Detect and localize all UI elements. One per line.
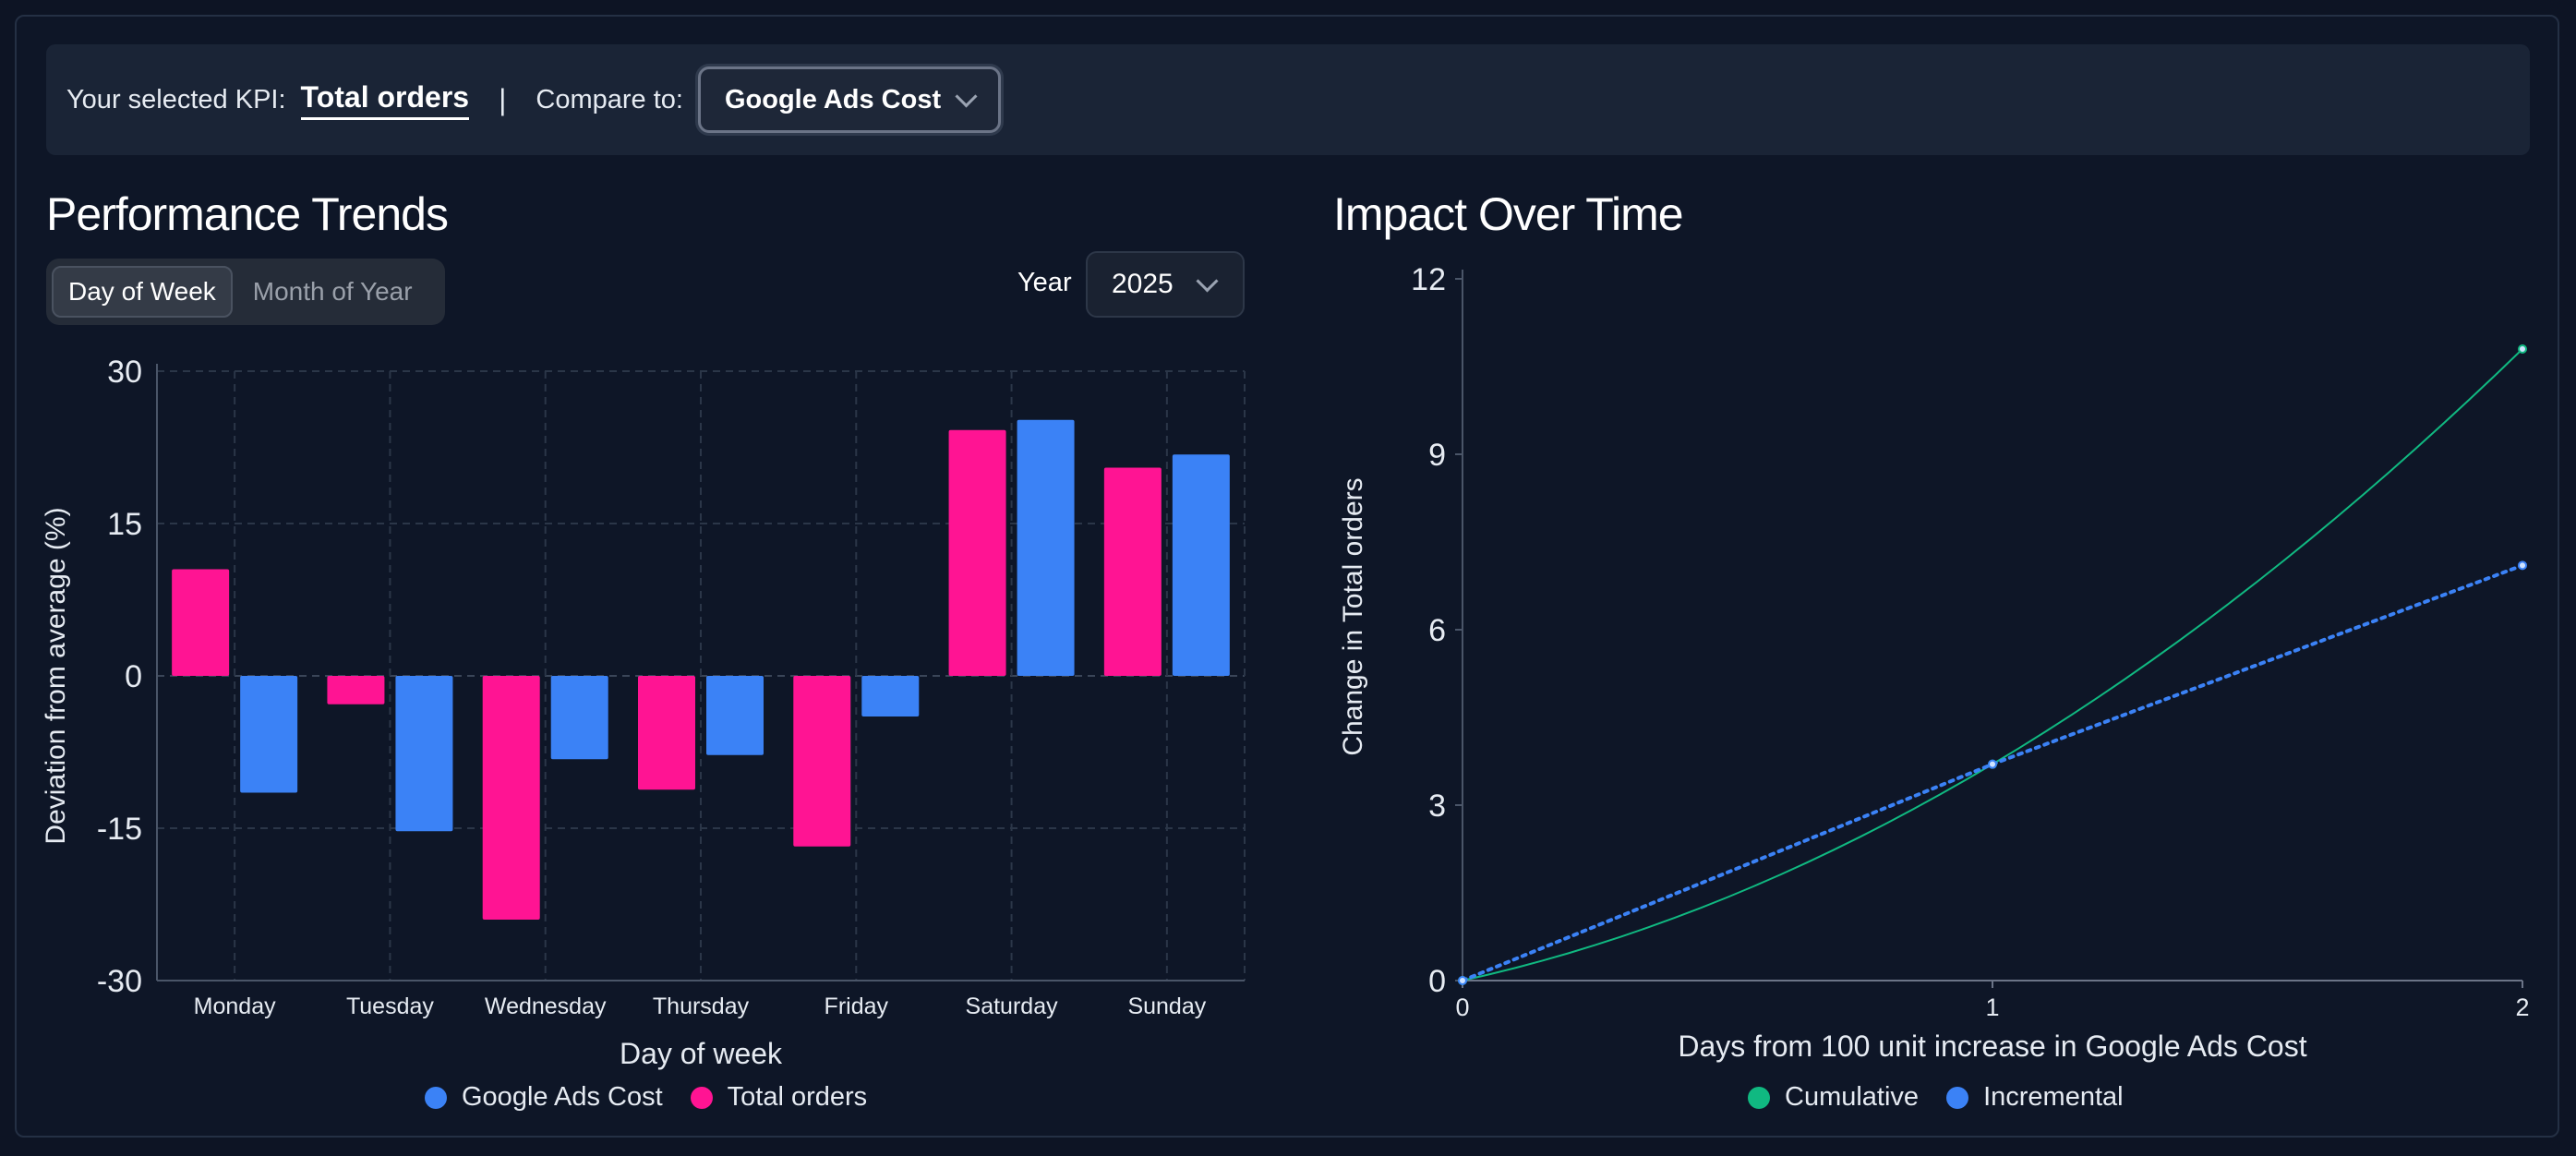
dashboard-frame xyxy=(15,15,2559,1138)
bar-chart-legend: Google Ads Cost Total orders xyxy=(425,1082,895,1113)
legend-item-cumulative[interactable]: Cumulative xyxy=(1748,1082,1919,1113)
bar-google-ads-cost xyxy=(395,676,453,832)
bar-total-orders xyxy=(172,569,230,676)
legend-label: Incremental xyxy=(1983,1082,2124,1112)
compare-select[interactable]: Google Ads Cost xyxy=(697,66,1001,133)
point-cumulative xyxy=(2518,344,2527,354)
bar-google-ads-cost xyxy=(706,676,764,755)
kpi-bar: Your selected KPI: Total orders | Compar… xyxy=(46,44,2530,155)
bar-google-ads-cost xyxy=(240,676,298,793)
year-label: Year xyxy=(1017,268,1072,297)
line-incremental xyxy=(1461,563,2524,982)
y-tick-label: 0 xyxy=(125,659,142,694)
line-chart-legend: Cumulative Incremental xyxy=(1748,1082,2151,1113)
kpi-separator: | xyxy=(499,82,507,116)
chevron-down-icon xyxy=(1196,269,1219,293)
legend-item-total-orders[interactable]: Total orders xyxy=(690,1082,868,1113)
y-tick-label: -30 xyxy=(97,964,142,999)
x-axis-title: Day of week xyxy=(620,1037,783,1070)
y-tick-label: 12 xyxy=(1411,262,1446,297)
compare-select-value: Google Ads Cost xyxy=(724,84,942,114)
selected-kpi-value[interactable]: Total orders xyxy=(300,80,470,120)
bar-total-orders xyxy=(638,676,695,790)
selected-kpi-label: Your selected KPI: xyxy=(66,84,286,114)
bar-google-ads-cost xyxy=(1017,419,1075,676)
compare-label: Compare to: xyxy=(536,84,683,114)
legend-label: Total orders xyxy=(727,1082,868,1112)
x-tick-label: 1 xyxy=(1985,993,1999,1021)
performance-title: Performance Trends xyxy=(46,188,449,240)
x-tick-label: Friday xyxy=(825,993,889,1019)
y-tick-label: 3 xyxy=(1428,789,1446,824)
bar-total-orders xyxy=(327,676,385,704)
legend-dot xyxy=(1748,1086,1770,1109)
y-tick-label: 15 xyxy=(107,507,142,542)
point-incremental xyxy=(2518,560,2527,571)
x-tick-label: Sunday xyxy=(1127,993,1206,1019)
y-tick-label: -15 xyxy=(97,812,142,847)
legend-dot xyxy=(1946,1086,1969,1109)
toggle-day-of-week[interactable]: Day of Week xyxy=(52,266,233,318)
bar-total-orders xyxy=(948,429,1006,676)
y-tick-label: 6 xyxy=(1428,613,1446,648)
y-tick-label: 0 xyxy=(1428,964,1446,999)
x-tick-label: Monday xyxy=(194,993,276,1019)
y-axis-title: Deviation from average (%) xyxy=(41,507,71,844)
x-axis-title: Days from 100 unit increase in Google Ad… xyxy=(1678,1030,2306,1063)
legend-label: Google Ads Cost xyxy=(462,1082,663,1112)
x-tick-label: Saturday xyxy=(966,993,1059,1019)
bar-total-orders xyxy=(482,676,540,920)
bar-chart: 30 15 0 -15 -30 Monday Tuesday Wednesday Thursda… xyxy=(41,355,1246,1070)
x-tick-label: Thursday xyxy=(653,993,750,1019)
legend-dot xyxy=(690,1086,713,1109)
toggle-month-of-year[interactable]: Month of Year xyxy=(252,277,413,306)
y-tick-label: 30 xyxy=(107,355,142,390)
bar-total-orders xyxy=(793,676,851,847)
x-tick-label: 2 xyxy=(2515,993,2529,1021)
bar-google-ads-cost xyxy=(861,676,920,716)
view-toggle: Day of Week Month of Year xyxy=(46,259,445,325)
legend-item-google-ads-cost[interactable]: Google Ads Cost xyxy=(425,1082,663,1113)
point-incremental xyxy=(1458,976,1467,985)
x-tick-label: Tuesday xyxy=(346,993,434,1019)
point-incremental xyxy=(1988,759,1997,769)
x-tick-label: Wednesday xyxy=(485,993,607,1019)
impact-title: Impact Over Time xyxy=(1333,188,1684,240)
bar-google-ads-cost xyxy=(1172,454,1230,676)
y-axis-title: Change in Total orders xyxy=(1338,477,1368,755)
legend-dot xyxy=(425,1086,447,1109)
year-select-value: 2025 xyxy=(1112,269,1174,299)
chevron-down-icon xyxy=(955,84,978,108)
year-select[interactable]: 2025 xyxy=(1086,251,1245,318)
bar-google-ads-cost xyxy=(550,676,608,760)
legend-label: Cumulative xyxy=(1785,1082,1920,1112)
bar-total-orders xyxy=(1103,467,1162,676)
legend-item-incremental[interactable]: Incremental xyxy=(1946,1082,2124,1113)
y-tick-label: 9 xyxy=(1428,438,1446,473)
x-tick-label: 0 xyxy=(1455,993,1469,1021)
line-cumulative xyxy=(1462,348,2523,981)
